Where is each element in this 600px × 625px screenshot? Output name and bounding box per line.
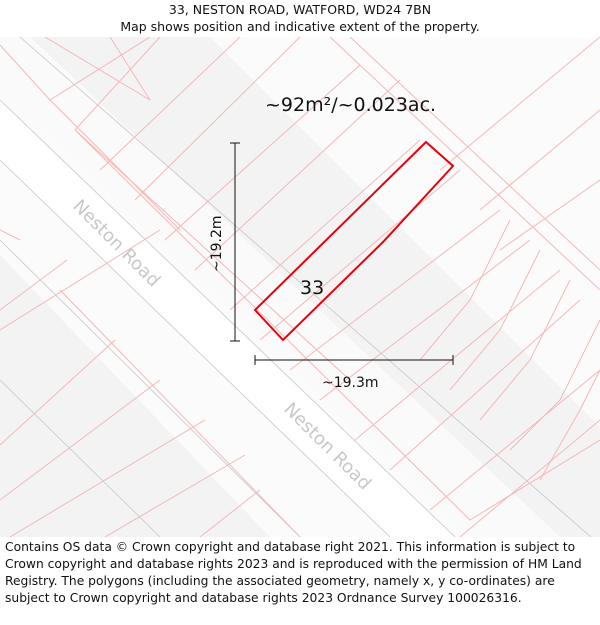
road-neston — [0, 37, 592, 537]
vertical-measure-label: ~19.2m — [209, 215, 225, 272]
buildings-sw — [0, 255, 270, 537]
property-outline[interactable] — [253, 140, 455, 342]
buildings-ne — [0, 37, 600, 537]
attribution-text: Contains OS data © Crown copyright and d… — [5, 540, 582, 605]
map-header: 33, NESTON ROAD, WATFORD, WD24 7BN Map s… — [0, 0, 600, 37]
vertical-measure — [230, 142, 240, 342]
property-map[interactable]: ~92m²/~0.023ac. 33 ~19.2m ~19.3m Neston … — [0, 37, 600, 537]
parcel-boundaries — [0, 37, 600, 537]
horizontal-measure-label: ~19.3m — [322, 375, 379, 391]
property-address: 33, NESTON ROAD, WATFORD, WD24 7BN — [168, 2, 432, 17]
map-description: Map shows position and indicative extent… — [120, 19, 480, 34]
horizontal-measure — [254, 355, 454, 365]
area-label: ~92m²/~0.023ac. — [265, 94, 436, 116]
property-number-label: 33 — [300, 277, 324, 299]
